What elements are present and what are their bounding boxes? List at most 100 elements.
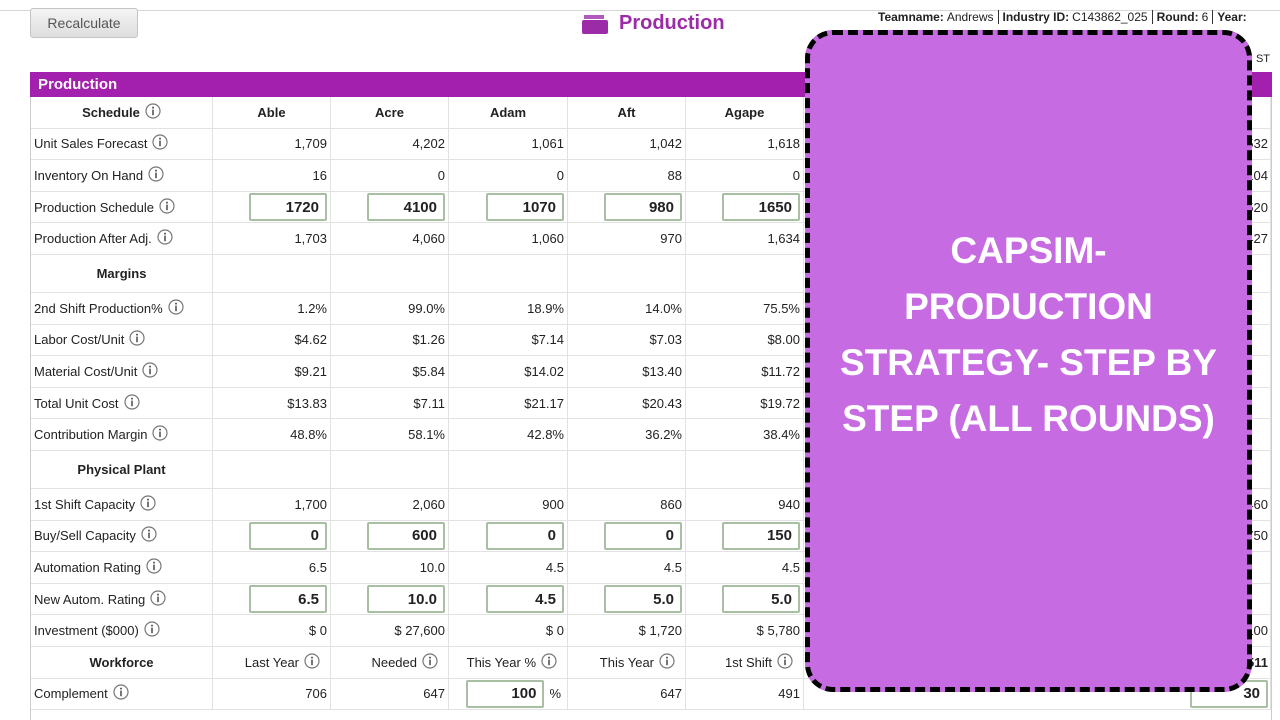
team-info-label: Industry ID: xyxy=(1002,10,1070,24)
column-header xyxy=(331,255,449,293)
info-icon xyxy=(129,330,145,349)
cell-value: 58.1% xyxy=(408,427,445,443)
row-label: New Autom. Rating xyxy=(31,583,213,616)
cell-value: $20.43 xyxy=(642,395,682,411)
column-header: Last Year xyxy=(213,647,331,679)
column-label: Agape xyxy=(724,104,765,120)
info-icon-graphic xyxy=(541,653,557,669)
input-box[interactable]: 600 xyxy=(367,521,445,550)
row-label-text: 1st Shift Capacity xyxy=(34,496,136,512)
data-cell: $1.26 xyxy=(331,324,449,357)
input-box[interactable]: 5.0 xyxy=(604,585,682,614)
cell-value: 1,060 xyxy=(531,231,564,247)
data-cell: 706 xyxy=(213,678,331,711)
data-cell: 0 xyxy=(568,520,686,553)
data-cell: 2,060 xyxy=(331,489,449,521)
cell-value: 4.5 xyxy=(545,559,564,575)
row-label: Production After Adj. xyxy=(31,223,213,255)
cell-value: $13.40 xyxy=(642,363,682,379)
info-icon xyxy=(123,393,140,413)
data-cell: 4.5 xyxy=(449,552,568,584)
info-icon xyxy=(541,653,557,672)
data-cell: $ 5,780 xyxy=(686,615,804,647)
data-cell: 647 xyxy=(331,678,449,711)
info-icon xyxy=(148,166,164,185)
team-info-item: Industry ID: C143862_025 xyxy=(997,10,1148,24)
data-cell: 10.0 xyxy=(331,552,449,584)
column-label: Aft xyxy=(617,104,636,120)
info-icon-graphic xyxy=(145,103,161,119)
input-box[interactable]: 6.5 xyxy=(249,585,327,614)
cell-value: $21.17 xyxy=(524,395,564,411)
input-box[interactable]: 0 xyxy=(604,521,682,550)
cell-value: 1,042 xyxy=(649,136,682,152)
column-header: Needed xyxy=(331,647,449,679)
input-box[interactable]: 1720 xyxy=(249,193,327,222)
cell-value: $ 0 xyxy=(308,623,327,639)
cell-value: $7.14 xyxy=(531,332,564,348)
info-icon-graphic xyxy=(142,362,158,378)
team-info-value: C143862_025 xyxy=(1072,10,1148,24)
cell-value: 1,634 xyxy=(767,231,800,247)
data-cell: 16 xyxy=(213,160,331,192)
section-header: Margins xyxy=(31,255,213,293)
row-label-text: Investment ($000) xyxy=(34,623,139,639)
data-cell: 1,061 xyxy=(449,128,568,161)
input-box[interactable]: 0 xyxy=(249,521,327,550)
cell-value: 14.0% xyxy=(645,300,682,316)
data-cell: 150 xyxy=(686,520,804,553)
data-cell: 38.4% xyxy=(686,419,804,451)
data-cell: 14.0% xyxy=(568,293,686,325)
column-header: This Year xyxy=(568,647,686,679)
info-icon xyxy=(157,229,173,248)
info-icon-graphic xyxy=(146,558,162,574)
row-label: 2nd Shift Production% xyxy=(31,293,213,325)
info-icon-graphic xyxy=(168,299,184,315)
input-box[interactable]: 10.0 xyxy=(367,585,445,614)
column-header xyxy=(686,255,804,293)
row-label-text: Production Schedule xyxy=(34,199,154,215)
recalculate-button[interactable]: Recalculate xyxy=(30,8,138,38)
input-box[interactable]: 150 xyxy=(722,521,800,550)
row-label: Labor Cost/Unit xyxy=(31,324,213,357)
section-header: Schedule xyxy=(31,97,213,129)
info-icon xyxy=(422,653,438,672)
input-box[interactable]: 4.5 xyxy=(486,585,564,614)
info-icon xyxy=(140,495,156,514)
cell-value: 860 xyxy=(660,496,682,512)
cell-value: 4,060 xyxy=(412,231,445,247)
data-cell: 4,202 xyxy=(331,128,449,161)
input-box[interactable]: 1070 xyxy=(486,193,564,222)
input-box[interactable]: 100 xyxy=(466,679,545,708)
cell-value: $7.03 xyxy=(649,332,682,348)
edge-value: 511 xyxy=(1247,654,1268,670)
cell-value: 88 xyxy=(667,167,682,183)
input-box[interactable]: 1650 xyxy=(722,193,800,222)
row-label: Unit Sales Forecast xyxy=(31,128,213,161)
info-icon-graphic xyxy=(123,393,140,410)
input-box[interactable]: 4100 xyxy=(367,193,445,222)
input-box[interactable]: 980 xyxy=(604,193,682,222)
title-icon xyxy=(582,15,608,34)
column-label: 1st Shift xyxy=(725,654,772,670)
data-cell: 940 xyxy=(686,489,804,521)
row-label: Material Cost/Unit xyxy=(31,356,213,388)
cell-value: 42.8% xyxy=(527,427,564,443)
column-header: Acre xyxy=(331,97,449,129)
input-box[interactable]: 5.0 xyxy=(722,585,800,614)
cell-value: $ 27,600 xyxy=(394,623,445,639)
data-cell: 75.5% xyxy=(686,293,804,325)
cell-value: $8.00 xyxy=(767,332,800,348)
data-cell: 58.1% xyxy=(331,419,449,451)
overlay-text: CAPSIM- PRODUCTION STRATEGY- STEP BY STE… xyxy=(840,230,1217,439)
input-box[interactable]: 0 xyxy=(486,521,564,550)
cell-value: 99.0% xyxy=(408,300,445,316)
cell-value: 4.5 xyxy=(781,559,800,575)
row-label-text: Complement xyxy=(34,686,108,702)
info-icon xyxy=(152,134,169,153)
info-icon xyxy=(145,103,161,122)
column-header xyxy=(686,451,804,489)
cell-value: $ 5,780 xyxy=(756,623,800,639)
data-cell: 0 xyxy=(213,520,331,553)
